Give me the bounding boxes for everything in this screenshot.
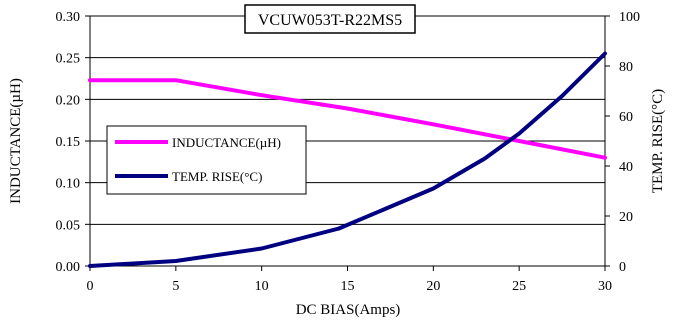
- y-right-tick-label: 60: [619, 110, 633, 125]
- y-left-tick-label: 0.00: [56, 260, 81, 275]
- y-axis-right-label: TEMP. RISE(°C): [650, 89, 666, 193]
- legend-label-temp-rise: TEMP. RISE(°C): [172, 169, 262, 184]
- y-left-tick-label: 0.10: [56, 177, 81, 192]
- y-right-tick-label: 40: [619, 160, 633, 175]
- x-tick-label: 10: [255, 279, 269, 294]
- y-right-tick-label: 100: [619, 10, 640, 25]
- y-left-tick-label: 0.30: [56, 10, 81, 25]
- series-line-temp-rise: [88, 51, 607, 268]
- series-line-inductance: [88, 78, 607, 160]
- y-left-tick-label: 0.25: [56, 52, 81, 67]
- x-tick-label: 30: [598, 279, 612, 294]
- y-right-tick-label: 80: [619, 60, 633, 75]
- chart-title: VCUW053T-R22MS5: [258, 12, 402, 29]
- axis-ticks: 0.000.050.100.150.200.250.30020406080100…: [56, 10, 641, 294]
- y-right-tick-label: 20: [619, 210, 633, 225]
- legend-box: [106, 125, 307, 195]
- y-left-tick-label: 0.05: [56, 218, 81, 233]
- series-lines: [88, 51, 607, 268]
- x-tick-label: 0: [87, 279, 94, 294]
- x-tick-label: 25: [512, 279, 526, 294]
- y-right-tick-label: 0: [619, 260, 626, 275]
- y-left-tick-label: 0.15: [56, 135, 81, 150]
- x-tick-label: 15: [341, 279, 355, 294]
- legend-label-inductance: INDUCTANCE(µH): [172, 135, 281, 150]
- y-axis-left-label: INDUCTANCE(µH): [8, 78, 24, 204]
- legend: INDUCTANCE(µH) TEMP. RISE(°C): [106, 125, 307, 195]
- title-box: VCUW053T-R22MS5: [244, 4, 416, 34]
- x-tick-label: 5: [172, 279, 179, 294]
- x-tick-label: 20: [426, 279, 440, 294]
- x-axis-label: DC BIAS(Amps): [296, 302, 401, 318]
- y-left-tick-label: 0.20: [56, 93, 81, 108]
